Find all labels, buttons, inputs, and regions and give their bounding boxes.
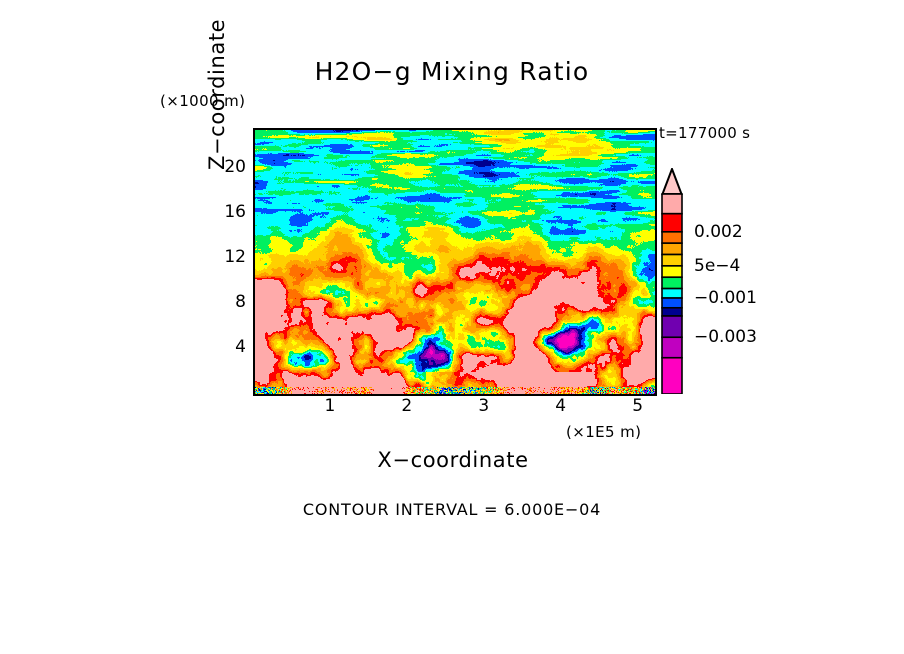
colorbar-band xyxy=(661,356,683,394)
x-axis-title: X−coordinate xyxy=(377,448,529,472)
colorbar-band xyxy=(661,336,683,359)
colorbar-tick-label: 0.002 xyxy=(694,221,743,242)
colorbar-band xyxy=(661,193,683,215)
colorbar-tick-label: 5e−4 xyxy=(694,255,741,276)
z-axis-units-label: (×1000 m) xyxy=(160,92,246,110)
x-tick-label: 1 xyxy=(324,396,336,416)
x-tick-label: 2 xyxy=(401,396,413,416)
page-title: H2O−g Mixing Ratio xyxy=(314,57,590,86)
x-tick-label: 4 xyxy=(555,396,567,416)
colorbar-band xyxy=(661,315,683,339)
colorbar-tick-label: −0.003 xyxy=(694,327,757,348)
colorbar-band xyxy=(661,265,683,279)
colorbar-band xyxy=(661,231,683,244)
colorbar-band xyxy=(661,306,683,317)
z-tick-label: 8 xyxy=(235,292,246,313)
contour-plot-area xyxy=(253,128,657,396)
colorbar xyxy=(661,168,683,394)
colorbar-band xyxy=(661,242,683,256)
contour-field-canvas xyxy=(255,130,655,394)
x-tick-label: 5 xyxy=(632,396,644,416)
colorbar-swatches xyxy=(661,168,683,394)
time-stamp-label: t=177000 s xyxy=(659,124,751,142)
z-axis-title: Z−coordinate xyxy=(205,18,229,170)
colorbar-arrow-tip xyxy=(661,168,683,195)
x-tick-label: 3 xyxy=(478,396,490,416)
contour-interval-caption: CONTOUR INTERVAL = 6.000E−04 xyxy=(302,500,602,519)
colorbar-band xyxy=(661,297,683,309)
z-tick-label: 20 xyxy=(224,157,246,178)
colorbar-band xyxy=(661,276,683,290)
colorbar-band xyxy=(661,212,683,233)
x-axis-units-label: (×1E5 m) xyxy=(566,423,642,441)
colorbar-tick-label: −0.001 xyxy=(694,288,757,309)
colorbar-band xyxy=(661,253,683,267)
z-tick-label: 12 xyxy=(224,247,246,268)
z-tick-label: 16 xyxy=(224,202,246,223)
z-tick-label: 4 xyxy=(235,337,246,358)
colorbar-band xyxy=(661,287,683,299)
